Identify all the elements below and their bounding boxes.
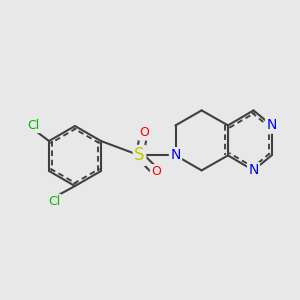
Text: N: N bbox=[170, 148, 181, 162]
Text: N: N bbox=[248, 164, 259, 177]
Text: N: N bbox=[170, 148, 181, 162]
Text: Cl: Cl bbox=[27, 119, 40, 132]
Text: O: O bbox=[139, 126, 149, 140]
Text: S: S bbox=[134, 146, 145, 164]
Text: Cl: Cl bbox=[48, 195, 60, 208]
Text: O: O bbox=[151, 165, 161, 178]
Text: N: N bbox=[266, 118, 277, 132]
